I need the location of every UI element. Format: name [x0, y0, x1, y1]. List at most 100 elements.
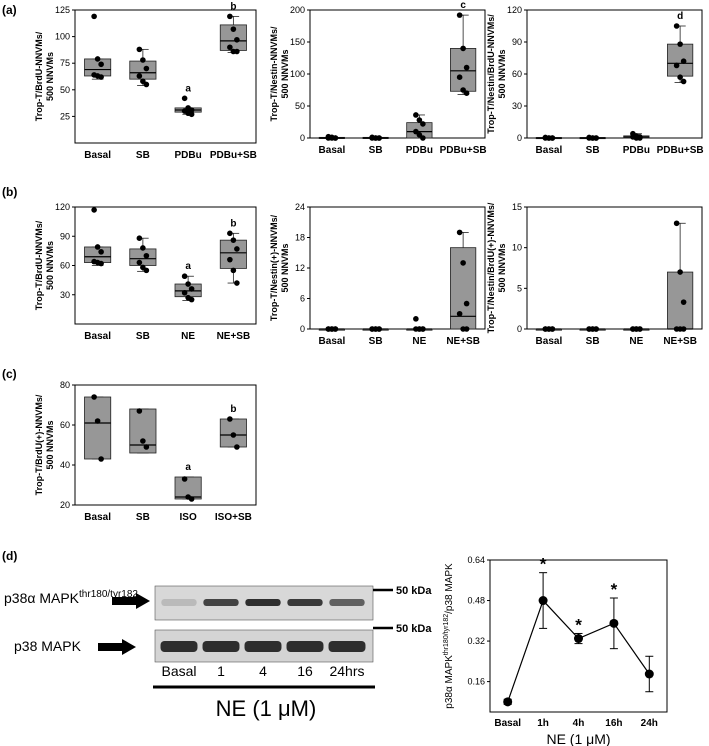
data-point	[673, 62, 680, 69]
y-axis-label: Trop-T/Nestin/BrdU(+)-NNVMs/	[486, 202, 496, 333]
box-iqr	[84, 396, 112, 460]
data-point	[91, 394, 97, 400]
y-tick-label: 6	[300, 294, 305, 304]
data-point	[98, 249, 104, 255]
data-point	[680, 326, 687, 332]
x-category-label: PDBu+SB	[440, 145, 487, 156]
data-point	[185, 281, 191, 287]
x-category-label: SB	[369, 145, 383, 156]
data-point	[376, 135, 382, 141]
y-tick-label: 80	[60, 380, 70, 390]
data-point	[140, 57, 146, 63]
significance-letter: d	[677, 11, 683, 22]
x-category-label: NE	[629, 336, 643, 347]
y-axis-label: Trop-T/Nestin/BrdU-NNVMs/	[486, 14, 496, 134]
data-point	[227, 416, 233, 422]
y-tick-label: 5	[517, 283, 522, 293]
data-point	[136, 46, 143, 53]
treatment-label: NE (1 μM)	[216, 696, 317, 721]
data-point	[463, 90, 470, 96]
data-point	[91, 207, 97, 213]
panel-label-c: (c)	[2, 367, 17, 381]
data-point	[98, 456, 104, 462]
box-iqr	[667, 271, 694, 330]
x-category-label: Basal	[494, 718, 521, 729]
data-point	[140, 245, 146, 251]
y-tick-label: 200	[290, 5, 305, 15]
data-point	[136, 73, 143, 79]
y-tick-label: 60	[512, 69, 522, 79]
data-point	[181, 476, 188, 482]
blot-row1-label: p38α MAPKthr180/tyr182	[4, 589, 138, 606]
y-tick-label: 24	[295, 202, 305, 212]
x-category-label: NE	[181, 331, 195, 342]
y-tick-label: 30	[60, 290, 70, 300]
significance-star: *	[540, 555, 547, 574]
x-category-label: NE+SB	[663, 336, 697, 347]
box-iqr	[129, 408, 157, 454]
significance-letter: b	[230, 218, 236, 229]
data-point	[644, 669, 654, 679]
data-point	[136, 408, 143, 414]
x-category-label: 4h	[573, 718, 585, 729]
data-point	[549, 326, 556, 332]
data-point	[143, 252, 150, 259]
blot-bands-row2	[160, 641, 366, 652]
x-category-label: 24h	[641, 718, 658, 729]
data-point	[143, 267, 150, 274]
x-category-label: ISO	[180, 512, 197, 523]
significance-star: *	[575, 615, 582, 634]
data-point	[593, 326, 599, 332]
data-point	[234, 246, 240, 252]
data-point	[188, 496, 195, 502]
x-category-label: Basal	[319, 336, 346, 347]
y-tick-label: 18	[295, 233, 305, 243]
blot-band-total	[328, 641, 366, 652]
data-point	[98, 260, 104, 267]
data-point	[456, 229, 463, 236]
y-axis-label: 500 NNVMs	[280, 243, 290, 292]
data-point	[136, 235, 143, 241]
blot-band-total	[160, 641, 198, 652]
significance-letter: b	[230, 404, 236, 415]
y-axis-label: Trop-T/BrdU(+)-NNVMs/	[34, 394, 44, 495]
blot-bands-row1	[161, 599, 365, 606]
y-tick-label: 90	[60, 231, 70, 241]
y-tick-label: 120	[507, 5, 522, 15]
box-iqr	[129, 60, 157, 80]
x-category-label: NE	[412, 336, 426, 347]
data-point	[549, 135, 556, 141]
data-point	[503, 697, 513, 707]
blot-band-phospho	[203, 599, 239, 606]
plot-frame	[526, 206, 703, 330]
data-point	[677, 269, 683, 275]
data-point	[463, 326, 470, 332]
y-tick-label: 120	[55, 202, 70, 212]
significance-letter: a	[185, 83, 191, 94]
blot-row2-label: p38 MAPK	[14, 638, 82, 654]
data-point	[143, 65, 150, 72]
data-point	[609, 618, 619, 628]
y-axis-label: Trop-T/Nestin-NNVMs/	[269, 26, 279, 122]
x-category-label: SB	[586, 145, 600, 156]
data-point	[680, 58, 687, 64]
chart-a2-trop-nestin: 0 50 100 150 200 Trop-T/Nestin-NNVMs/500 NNVM…	[269, 0, 487, 156]
y-tick-label: 60	[60, 420, 70, 430]
data-point	[91, 13, 97, 20]
data-point	[673, 23, 680, 29]
y-tick-label: 125	[55, 5, 70, 15]
y-axis-label: Trop-T/BrdU-NNVMs/	[34, 220, 44, 310]
data-point	[456, 74, 463, 80]
data-point	[227, 230, 233, 237]
x-category-label: SB	[136, 150, 150, 161]
blot-band-phospho	[329, 599, 365, 606]
chart-b2-trop-nestin: 0 6 12 18 24 Trop-T/Nestin(+)-NNVMs/500 NNVMs…	[269, 202, 486, 347]
y-tick-label: 100	[290, 69, 305, 79]
data-point	[463, 64, 470, 71]
y-tick-label: 0.48	[467, 596, 485, 606]
data-point	[234, 36, 240, 43]
blot-lane-label: 1	[217, 663, 225, 679]
y-tick-label: 60	[60, 261, 70, 271]
y-tick-label: 12	[295, 263, 305, 273]
y-tick-label: 150	[290, 37, 305, 47]
